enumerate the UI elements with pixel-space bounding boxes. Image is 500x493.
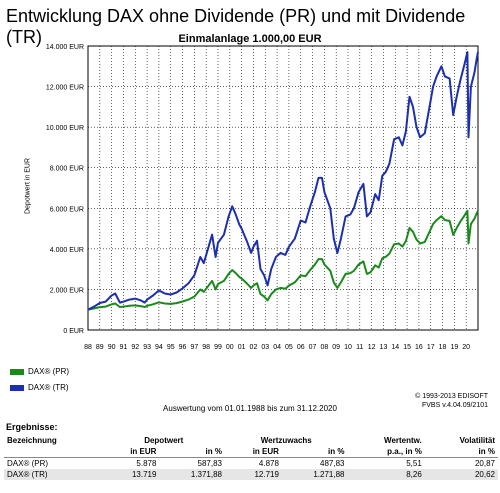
x-tick-label: 01 [238, 344, 246, 351]
chart-subtitle: Einmalanlage 1.000,00 EUR [178, 33, 322, 45]
legend-item-pr: DAX® (PR) [10, 367, 69, 376]
x-tick-label: 94 [155, 344, 163, 351]
x-tick-label: 03 [261, 344, 269, 351]
x-tick-label: 13 [380, 344, 388, 351]
y-tick-label: 12.000 EUR [46, 85, 84, 92]
series-line-pr [87, 209, 479, 311]
x-tick-label: 05 [285, 344, 293, 351]
copyright-line-1: © 1993-2013 EDISOFT [415, 393, 488, 400]
x-tick-label: 14 [391, 344, 399, 351]
x-tick-label: 04 [273, 344, 281, 351]
x-tick-label: 95 [167, 344, 175, 351]
line-chart: 0 EUR 2.000 EUR 4.000 EUR 6.000 EUR 8.000 EU… [46, 44, 479, 351]
copyright-line-2: FVBS v.4.04.09/2101 [421, 402, 488, 409]
header-depot-eur: in EUR [102, 446, 160, 458]
x-tick-label: 99 [214, 344, 222, 351]
y-tick-label: 10.000 EUR [46, 125, 84, 132]
header-bezeichnung: Bezeichnung [7, 436, 57, 445]
results-title: Ergebnisse: [6, 422, 58, 432]
x-tick-label: 97 [190, 344, 198, 351]
x-tick-label: 89 [96, 344, 104, 351]
x-tick-label: 92 [131, 344, 139, 351]
header-zuwachs-pct: in % [281, 446, 348, 458]
x-tick-label: 11 [356, 344, 363, 351]
row-vol: 20,62 [424, 469, 498, 480]
x-tick-label: 02 [250, 344, 258, 351]
y-tick-label: 6.000 EUR [50, 206, 84, 213]
x-tick-label: 07 [309, 344, 317, 351]
copyright-note: © 1993-2013 EDISOFT FVBS v.4.04.09/2101 [415, 392, 488, 410]
y-tick-label: 0 EUR [63, 328, 84, 335]
series-line-tr [87, 51, 479, 311]
results-table: Bezeichnung Depotwert Wertzuwachs Werten… [4, 434, 498, 480]
header-zuwachs-eur: in EUR [225, 446, 282, 458]
x-tick-label: 93 [143, 344, 151, 351]
header-volatilitaet: Volatilität [459, 436, 495, 445]
header-pa-pct: p.a., in % [347, 446, 425, 458]
table-row: DAX® (TR) 13.719 1.371,88 12.719 1.271,8… [4, 469, 498, 480]
evaluation-range: Auswertung vom 01.01.1988 bis zum 31.12.… [163, 404, 337, 413]
row-zuwachs-eur: 12.719 [225, 469, 282, 480]
x-tick-label: 96 [179, 344, 187, 351]
x-tick-label: 19 [450, 344, 458, 351]
x-tick-label: 20 [462, 344, 470, 351]
row-zuwachs-pct: 1.271,88 [281, 469, 348, 480]
header-wertentw: Wertentw. [384, 436, 422, 445]
legend-item-tr: DAX® (TR) [10, 383, 69, 392]
x-tick-label: 08 [320, 344, 328, 351]
row-pa: 5,51 [406, 459, 422, 468]
x-tick-label: 15 [403, 344, 411, 351]
x-tick-label: 10 [344, 344, 352, 351]
row-pa: 8,26 [347, 469, 425, 480]
legend-label-tr: DAX® (TR) [28, 383, 69, 392]
header-depotwert: Depotwert [144, 436, 184, 445]
row-depot-eur: 5.878 [136, 459, 157, 468]
header-wertzuwachs: Wertzuwachs [260, 436, 312, 445]
row-depot-pct: 587,83 [197, 459, 222, 468]
x-tick-label: 16 [415, 344, 423, 351]
x-tick-label: 06 [297, 344, 305, 351]
chart-title: Entwicklung DAX ohne Dividende (PR) und … [6, 6, 466, 47]
table-row: DAX® (PR) 5.878 587,83 4.878 487,83 5,51… [4, 458, 498, 470]
row-name: DAX® (TR) [4, 469, 103, 480]
legend-label-pr: DAX® (PR) [28, 367, 70, 376]
x-tick-label: 17 [427, 344, 435, 351]
x-tick-label: 91 [120, 344, 128, 351]
x-tick-label: 90 [108, 344, 116, 351]
x-tick-label: 88 [84, 344, 92, 351]
header-empty [4, 446, 103, 458]
y-tick-label: 8.000 EUR [50, 166, 84, 173]
x-tick-label: 18 [439, 344, 447, 351]
legend-swatch-tr [10, 384, 24, 391]
y-tick-label: 2.000 EUR [50, 287, 84, 294]
x-tick-label: 12 [368, 344, 376, 351]
x-tick-label: 09 [332, 344, 340, 351]
header-vol-pct: in % [424, 446, 498, 458]
legend-swatch-pr [10, 368, 24, 375]
x-tick-label: 00 [226, 344, 234, 351]
x-tick-label: 98 [202, 344, 210, 351]
row-depot-pct: 1.371,88 [159, 469, 225, 480]
row-name: DAX® (PR) [7, 459, 49, 468]
row-zuwachs-eur: 4.878 [258, 459, 279, 468]
row-zuwachs-pct: 487,83 [320, 459, 345, 468]
plot-frame [87, 45, 479, 331]
row-vol: 20,87 [474, 459, 495, 468]
row-depot-eur: 13.719 [102, 469, 160, 480]
y-tick-label: 14.000 EUR [46, 44, 84, 51]
y-tick-label: 4.000 EUR [50, 247, 84, 254]
results-header-row-2: in EUR in % in EUR in % p.a., in % in % [4, 446, 498, 458]
results-header-row-1: Bezeichnung Depotwert Wertzuwachs Werten… [4, 434, 498, 446]
header-depot-pct: in % [159, 446, 225, 458]
